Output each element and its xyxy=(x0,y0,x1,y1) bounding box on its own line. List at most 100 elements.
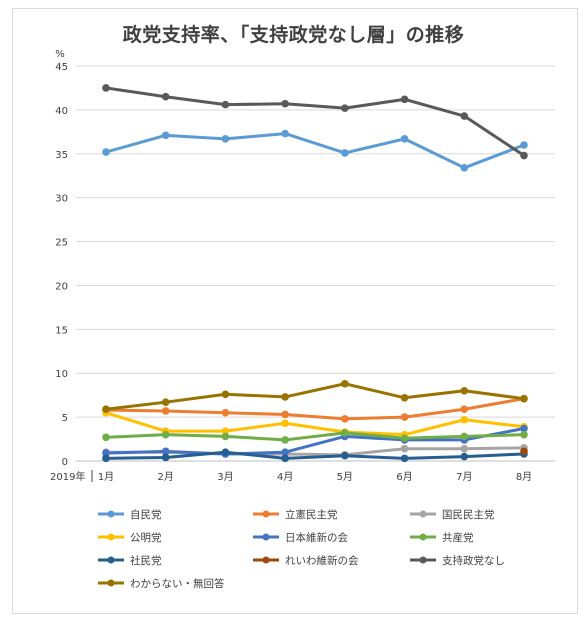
y-tick-label: 25 xyxy=(55,238,68,249)
data-point xyxy=(161,453,170,462)
legend-label: れいわ維新の会 xyxy=(285,554,359,567)
data-point xyxy=(281,454,289,463)
data-point xyxy=(102,454,110,463)
data-point xyxy=(102,433,110,442)
y-tick-label: 15 xyxy=(55,325,68,336)
series-7 xyxy=(520,447,528,456)
data-point xyxy=(281,410,289,419)
legend-item: 社民党 xyxy=(98,554,162,567)
legend-swatch-marker xyxy=(262,510,270,518)
gridlines xyxy=(76,65,555,462)
legend-swatch-marker xyxy=(419,510,427,518)
data-point xyxy=(341,149,349,157)
legend-label: 支持政党なし xyxy=(442,554,505,567)
data-point xyxy=(460,405,469,414)
data-point xyxy=(102,405,110,414)
legend-swatch-marker xyxy=(107,579,115,587)
x-tick-label: 4月 xyxy=(277,471,293,483)
series-line xyxy=(104,132,526,170)
data-point xyxy=(161,407,170,415)
y-tick-label: 20 xyxy=(55,281,68,292)
data-point xyxy=(520,424,528,433)
legend-item: 自民党 xyxy=(98,508,162,521)
series-line xyxy=(104,427,526,456)
legend-swatch-marker xyxy=(107,556,115,564)
legend-label: 公明党 xyxy=(130,531,162,544)
series-line xyxy=(104,450,526,460)
data-point xyxy=(221,135,230,143)
y-tick-label: 0 xyxy=(62,457,68,468)
series-line xyxy=(104,382,526,411)
x-axis-year-label: 2019年 xyxy=(50,470,85,483)
x-tick-label: 8月 xyxy=(516,471,532,483)
legend-swatch-marker xyxy=(107,533,115,541)
series-9 xyxy=(102,379,528,414)
data-point xyxy=(161,430,170,439)
data-point xyxy=(341,429,349,437)
data-point xyxy=(400,394,409,402)
legend-label: わからない・無回答 xyxy=(130,577,225,590)
y-tick-label: 40 xyxy=(55,106,68,117)
data-point xyxy=(281,99,289,108)
data-point xyxy=(460,386,469,395)
x-tick-label: 5月 xyxy=(337,471,353,483)
legend-item: れいわ維新の会 xyxy=(253,554,359,567)
y-tick-label: 30 xyxy=(55,194,68,205)
legend-label: 日本維新の会 xyxy=(285,531,348,544)
data-point xyxy=(221,427,230,435)
data-point xyxy=(341,104,349,112)
y-tick-label: 45 xyxy=(55,62,68,73)
legend-item: 共産党 xyxy=(410,531,474,544)
legend-item: 支持政党なし xyxy=(410,554,505,567)
legend-label: 共産党 xyxy=(442,531,474,544)
data-point xyxy=(102,449,110,457)
data-point xyxy=(460,432,469,441)
data-point xyxy=(281,129,289,138)
data-point xyxy=(341,451,349,460)
legend-label: 社民党 xyxy=(130,554,162,567)
data-point xyxy=(520,394,528,403)
data-point xyxy=(460,415,469,424)
data-point xyxy=(221,100,230,109)
series-line xyxy=(104,411,526,437)
legend-item: 日本維新の会 xyxy=(253,531,348,544)
data-point xyxy=(400,135,409,143)
x-axis-ticks: 1月 2月 3月 4月 5月 6月 7月 8月 xyxy=(98,471,532,483)
legend-swatch-marker xyxy=(419,556,427,564)
data-point xyxy=(460,164,469,172)
y-tick-label: 35 xyxy=(55,150,68,161)
data-point xyxy=(281,419,289,428)
chart-title: 政党支持率、「支持政党なし層」の推移 xyxy=(122,24,465,46)
legend-label: 国民民主党 xyxy=(442,508,495,521)
data-point xyxy=(221,408,230,417)
data-point xyxy=(341,415,349,423)
x-tick-label: 3月 xyxy=(217,471,233,483)
x-tick-label: 6月 xyxy=(396,471,412,483)
legend-item: 立憲民主党 xyxy=(253,508,338,521)
data-point xyxy=(400,444,409,453)
series-line xyxy=(104,86,526,158)
legend-item: わからない・無回答 xyxy=(98,577,225,590)
data-point xyxy=(520,430,528,439)
series-5 xyxy=(102,429,528,444)
legend-swatch-marker xyxy=(419,533,427,541)
x-tick-label: 2月 xyxy=(158,471,174,483)
series-layer xyxy=(102,84,528,463)
x-tick-label: 7月 xyxy=(456,471,472,483)
data-point xyxy=(221,390,230,399)
data-point xyxy=(460,444,469,453)
data-point xyxy=(281,448,289,457)
data-point xyxy=(400,434,409,442)
legend-label: 自民党 xyxy=(130,508,162,521)
legend-swatch-marker xyxy=(107,510,115,518)
data-point xyxy=(520,447,528,456)
series-0 xyxy=(102,129,528,172)
data-point xyxy=(102,84,110,92)
legend-item: 公明党 xyxy=(98,531,162,544)
data-point xyxy=(102,148,110,156)
data-point xyxy=(281,436,289,444)
data-point xyxy=(400,454,409,463)
y-axis-ticks: 0 5 10 15 20 25 30 35 40 45 xyxy=(55,62,68,468)
